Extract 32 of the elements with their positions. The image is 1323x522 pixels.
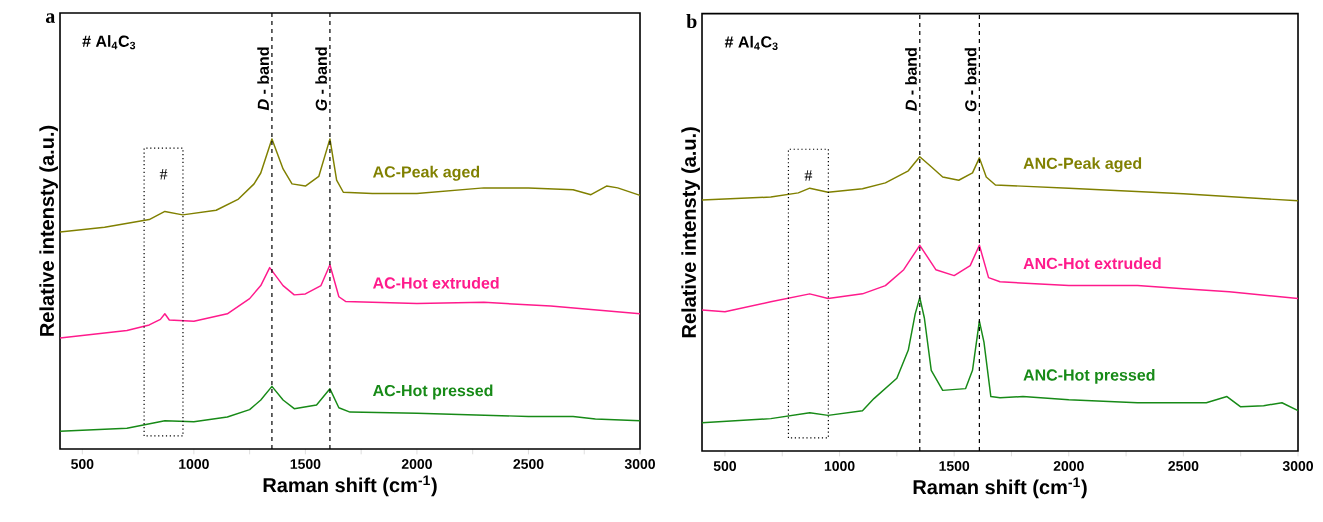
x-tick-label: 500 — [71, 459, 94, 469]
x-tick-label: 2000 — [401, 459, 432, 469]
series-label: AC-Hot extruded — [372, 276, 499, 289]
x-tick-label: 2000 — [1053, 461, 1084, 471]
series-label: ANC-Hot pressed — [1023, 368, 1155, 384]
x-tick-label: 500 — [713, 461, 737, 471]
annotation: # — [804, 170, 813, 181]
text: # Al$_{4}$C$_{3}$ — [82, 35, 136, 50]
y-axis-title: Relative intensty (a.u.) — [681, 127, 700, 338]
series-label: ANC-Peak aged — [1023, 157, 1142, 173]
ref-line-label: G - band — [964, 48, 977, 112]
x-axis-title: Raman shift (cm$^{-1}$) — [913, 477, 1087, 499]
x-tick-label: 2500 — [513, 459, 544, 469]
x-tick-label: 1000 — [179, 459, 209, 469]
x-tick-label: 1000 — [824, 461, 855, 471]
chart-title: b — [686, 14, 697, 29]
x-tick-label: 1500 — [939, 461, 970, 471]
x-axis-title: Raman shift (cm$^{-1}$) — [263, 475, 437, 497]
x-tick-label: 3000 — [624, 459, 655, 469]
series-label: AC-Peak aged — [372, 165, 480, 181]
text: # Al$_{4}$C$_{3}$ — [724, 35, 778, 50]
ref-line-label: G - band — [315, 47, 327, 111]
ref-line-label: D - band — [905, 48, 917, 111]
ref-line-label: D - band — [257, 47, 269, 111]
x-tick-label: 2500 — [1168, 461, 1199, 471]
chart-title: a — [45, 13, 55, 23]
x-tick-label: 3000 — [1282, 461, 1313, 471]
annotation: # — [159, 169, 168, 180]
series-label: AC-Hot pressed — [372, 384, 493, 400]
series-label: ANC-Hot extruded — [1023, 257, 1161, 270]
y-axis-title: Relative intensty (a.u.) — [39, 125, 58, 336]
x-tick-label: 1500 — [290, 459, 321, 469]
